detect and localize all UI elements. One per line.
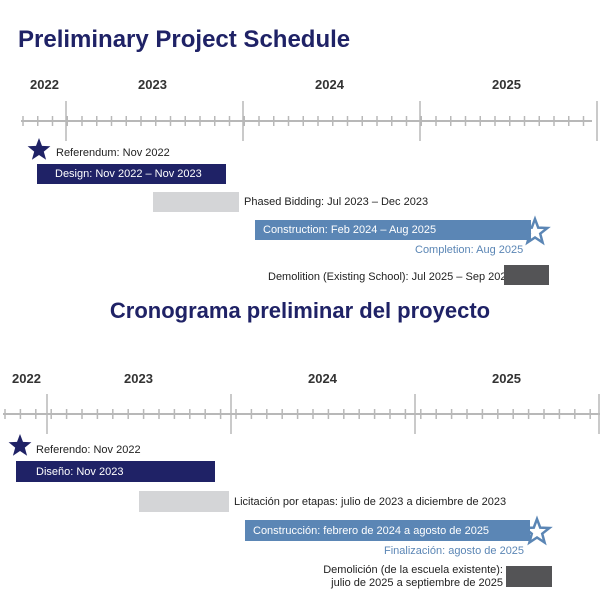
page-title-spanish: Cronograma preliminar del proyecto <box>109 298 491 323</box>
year-label-2024: 2024 <box>315 77 344 92</box>
demolition-bar <box>504 265 549 285</box>
construction-bar: Construction: Feb 2024 – Aug 2025 <box>255 220 531 240</box>
phased-bidding-bar <box>153 192 239 212</box>
construccion-bar-label: Construcción: febrero de 2024 a agosto d… <box>253 524 490 537</box>
timeline-axis-spanish <box>3 394 600 434</box>
referendo-label: Referendo: Nov 2022 <box>36 444 141 456</box>
licitacion-bar <box>139 491 229 512</box>
licitacion-label: Licitación por etapas: julio de 2023 a d… <box>234 496 507 508</box>
referendum-star-icon <box>27 138 51 160</box>
year-label-2025: 2025 <box>492 77 521 92</box>
diseno-bar: Diseño: Nov 2023 <box>16 461 215 482</box>
demolition-label: Demolition (Existing School): Jul 2025 –… <box>268 271 513 283</box>
year-label-2023: 2023 <box>138 77 167 92</box>
referendum-label: Referendum: Nov 2022 <box>56 147 170 159</box>
demolicion-label-line1: Demolición (de la escuela existente): <box>323 564 503 576</box>
year-label-2022: 2022 <box>30 77 59 92</box>
diseno-bar-label: Diseño: Nov 2023 <box>36 465 124 478</box>
year-label-2024-es: 2024 <box>308 371 337 386</box>
design-bar: Design: Nov 2022 – Nov 2023 <box>37 164 226 184</box>
year-label-2022-es: 2022 <box>12 371 41 386</box>
design-bar-label: Design: Nov 2022 – Nov 2023 <box>55 168 202 180</box>
demolicion-label-line2: julio de 2025 a septiembre de 2025 <box>331 577 503 589</box>
year-label-2023-es: 2023 <box>124 371 153 386</box>
page-title-english: Preliminary Project Schedule <box>18 26 351 53</box>
phased-bidding-label: Phased Bidding: Jul 2023 – Dec 2023 <box>244 196 429 208</box>
completion-label: Completion: Aug 2025 <box>415 244 524 256</box>
construccion-bar: Construcción: febrero de 2024 a agosto d… <box>245 520 530 541</box>
year-label-2025-es: 2025 <box>492 371 521 386</box>
construction-bar-label: Construction: Feb 2024 – Aug 2025 <box>263 224 437 236</box>
demolicion-bar <box>506 566 552 587</box>
finalizacion-label: Finalización: agosto de 2025 <box>384 545 525 557</box>
timeline-axis-english <box>21 101 598 141</box>
referendo-star-icon <box>8 434 32 456</box>
